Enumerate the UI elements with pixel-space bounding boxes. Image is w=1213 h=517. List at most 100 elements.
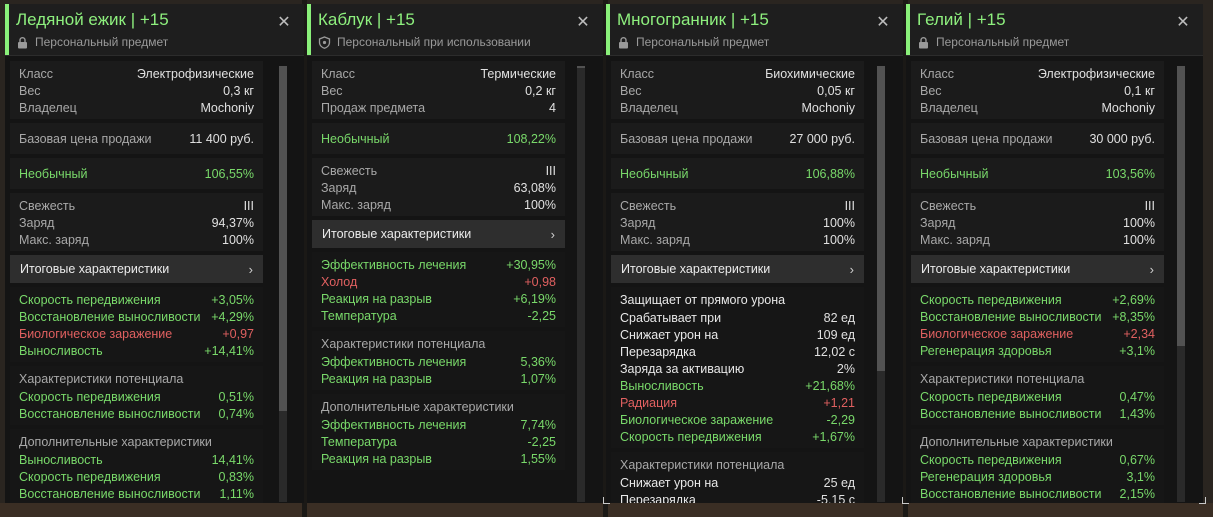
row-value: 82 ед [823,310,855,325]
row-label: Восстановление выносливости [19,309,201,324]
row-label: Скорость передвижения [920,452,1062,467]
info-row: Владелец Mochoniy [620,99,855,116]
chevron-right-icon: › [849,261,854,277]
row-label: Заряда за активацию [620,361,745,376]
base-price-row: Базовая цена продажи 27 000 руб. [620,127,855,151]
row-value: +14,41% [204,343,254,358]
total-stat-row: Заряда за активацию 2% [620,360,855,377]
total-stats-toggle[interactable]: Итоговые характеристики › [911,255,1164,283]
info-section: Свежесть III Заряд 100% Макс. заряд 100% [611,193,864,251]
row-value: +0,97 [222,326,254,341]
scrollbar-thumb[interactable] [279,66,287,411]
row-value: 106,55% [204,167,254,181]
row-value: 0,47% [1119,389,1155,404]
close-icon[interactable]: ✕ [876,14,890,31]
row-label: Перезарядка [620,492,696,504]
row-value: 100% [823,215,855,230]
info-row: Владелец Mochoniy [19,99,254,116]
close-icon[interactable]: ✕ [576,14,590,31]
scrollbar-thumb[interactable] [577,66,585,68]
total-stat-row: Эффективность лечения +30,95% [321,256,556,273]
potential-stat-row: Восстановление выносливости 1,43% [920,405,1155,422]
row-value: +8,35% [1112,309,1155,324]
total-stats-toggle[interactable]: Итоговые характеристики › [611,255,864,283]
row-label: Реакция на разрыв [321,291,432,306]
binding-status-text: Персональный предмет [35,35,169,49]
potential-title: Характеристики потенциала [321,337,486,351]
scrollbar-track[interactable] [577,66,585,502]
total-stat-row: Перезарядка 12,02 с [620,343,855,360]
chevron-right-icon: › [248,261,253,277]
potential-title: Характеристики потенциала [920,372,1085,386]
total-stat-row: Радиация +1,21 [620,394,855,411]
row-value: 106,88% [805,167,855,181]
total-stats-toggle[interactable]: Итоговые характеристики › [10,255,263,283]
row-value: III [1144,198,1155,213]
info-section: Характеристики потенциала Эффективность л… [312,331,565,390]
panel-gap [603,0,608,517]
scrollbar[interactable] [1177,66,1185,502]
state-row: Заряд 94,37% [19,214,254,231]
row-label: Выносливость [19,452,103,467]
total-stat-row: Биологическое заражение +0,97 [19,325,254,342]
info-section: Необычный 106,55% [10,158,263,189]
row-value: +2,69% [1112,292,1155,307]
info-section: Необычный 106,88% [611,158,864,189]
total-stat-row: Скорость передвижения +2,69% [920,291,1155,308]
row-label: Базовая цена продажи [19,132,152,146]
row-value: Mochoniy [1101,100,1156,115]
scrollbar[interactable] [877,66,885,502]
total-stats-label: Итоговые характеристики [20,262,170,276]
rarity-accent-bar [906,4,910,55]
corner-bracket [902,497,909,504]
row-value: Mochoniy [801,100,856,115]
row-value: +21,68% [805,378,855,393]
row-value: +4,29% [211,309,254,324]
row-label: Заряд [920,215,956,230]
row-value: 12,02 с [813,344,855,359]
extra-stat-row: Реакция на разрыв 1,55% [321,450,556,467]
row-value: III [243,198,254,213]
info-row: Класс Термические [321,65,556,82]
item-tooltip-panel: Ледяной ежик | +15 Персональный предмет ✕ К… [5,4,304,503]
row-value: 0,1 кг [1124,83,1155,98]
binding-status-text: Персональный предмет [936,35,1070,49]
row-value: 1,43% [1119,406,1155,421]
potential-stat-row: Реакция на разрыв 1,07% [321,370,556,387]
potential-title: Характеристики потенциала [19,372,184,386]
info-section: Дополнительные характеристики Скорость пе… [911,429,1164,503]
row-label: Свежесть [620,198,677,213]
close-icon[interactable]: ✕ [277,14,291,31]
item-title: Каблук | +15 [318,10,415,29]
extra-stat-row: Выносливость 14,41% [19,451,254,468]
row-value: 1,07% [520,371,556,386]
row-label: Холод [321,274,358,289]
row-value: 100% [1123,215,1155,230]
row-label: Скорость передвижения [920,292,1062,307]
row-value: 7,74% [520,417,556,432]
item-title: Ледяной ежик | +15 [16,10,169,29]
scrollbar[interactable] [577,66,585,502]
info-section: Класс Термические Вес 0,2 кг Продаж предмета… [312,61,565,119]
row-label: Перезарядка [620,344,696,359]
close-icon[interactable]: ✕ [1176,14,1190,31]
scrollbar-thumb[interactable] [1177,66,1185,346]
total-stats-toggle[interactable]: Итоговые характеристики › [312,220,565,248]
row-label: Скорость передвижения [920,389,1062,404]
info-row: Вес 0,05 кг [620,82,855,99]
rarity-row: Необычный 103,56% [920,162,1155,186]
scrollbar-thumb[interactable] [877,66,885,371]
row-value: 27 000 руб. [789,132,855,146]
item-binding-status: Персональный при использовании [318,35,531,49]
row-label: Макс. заряд [19,232,89,247]
info-row: Владелец Mochoniy [920,99,1155,116]
scrollbar[interactable] [279,66,287,502]
row-value: +6,19% [513,291,556,306]
row-value: 100% [524,197,556,212]
total-stat-row: Биологическое заражение -2,29 [620,411,855,428]
row-label: Выносливость [620,378,704,393]
shield-icon [318,35,331,49]
row-value: 1,55% [520,451,556,466]
info-section: Свежесть III Заряд 94,37% Макс. заряд 100% [10,193,263,251]
extra-stat-row: Скорость передвижения 0,83% [19,468,254,485]
